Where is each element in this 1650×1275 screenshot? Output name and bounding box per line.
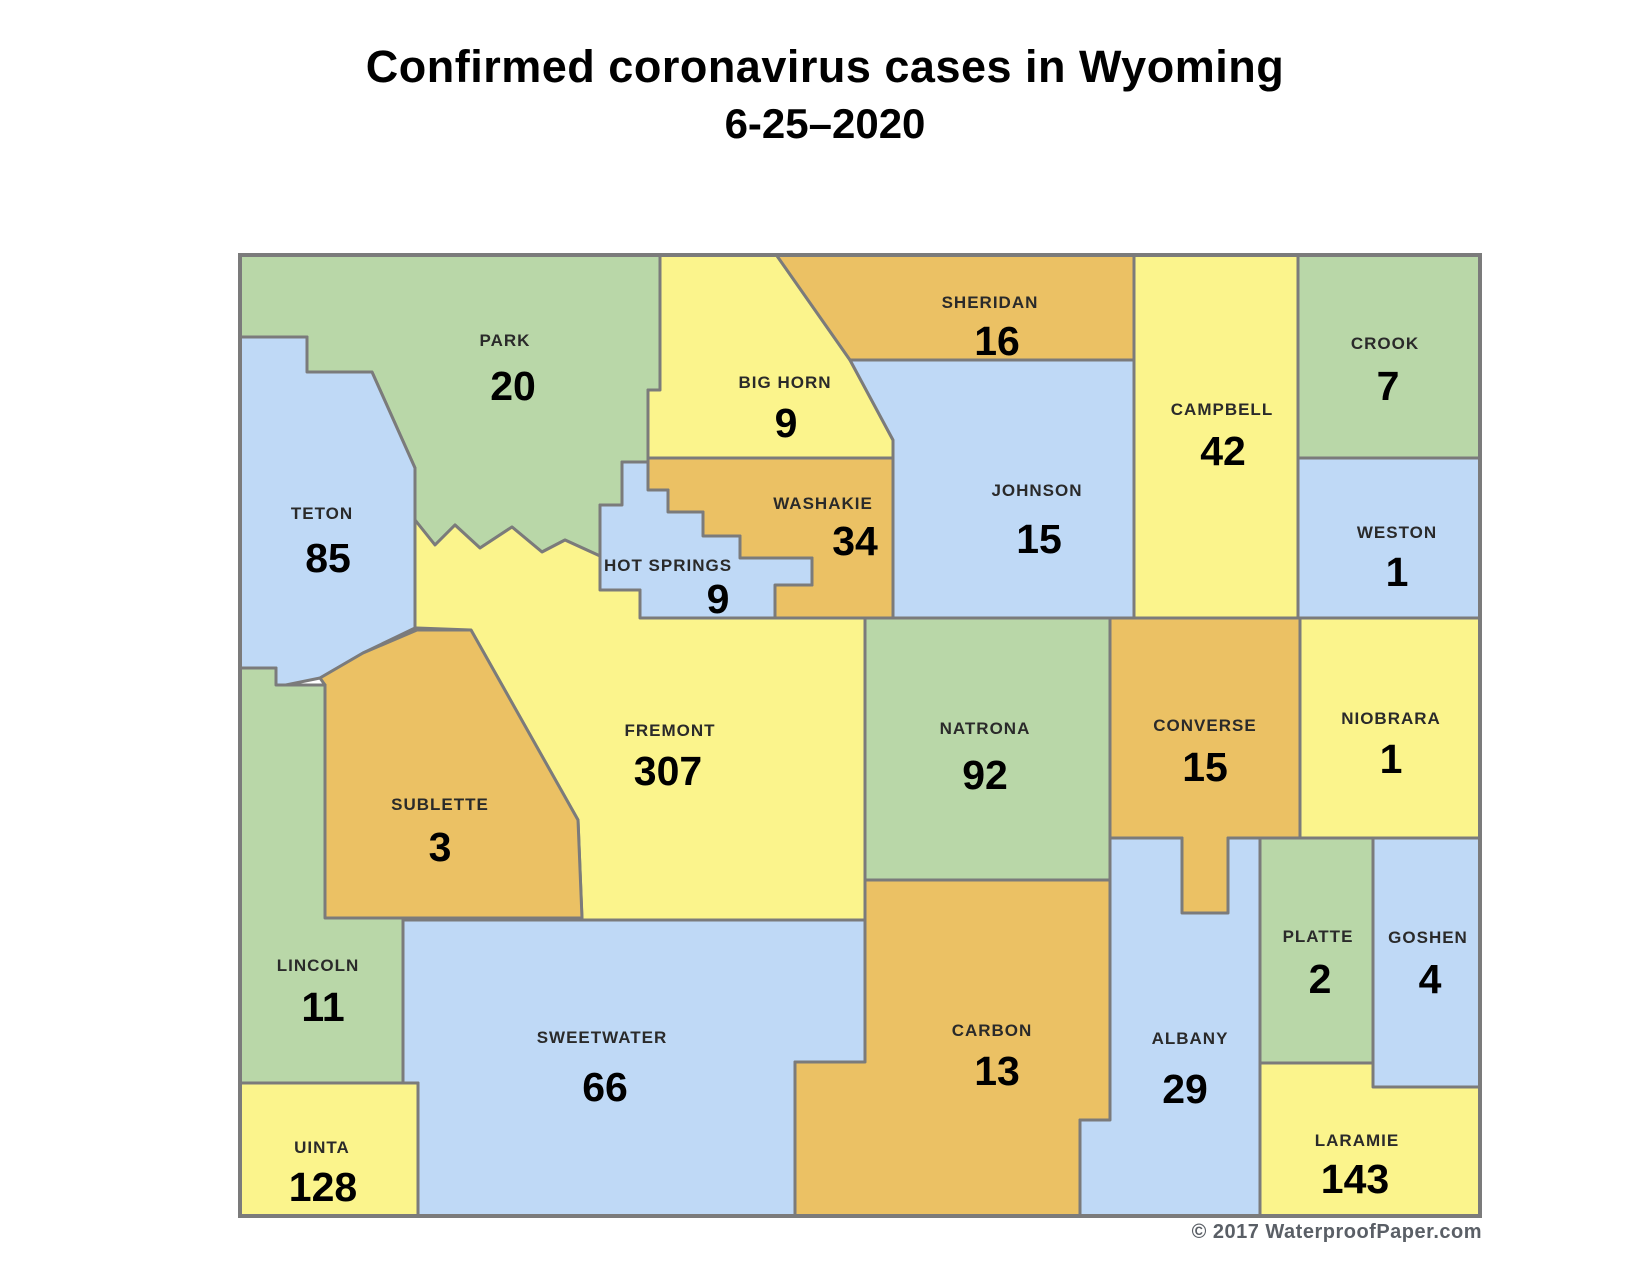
county-platte-value: 2 bbox=[1309, 956, 1332, 1002]
county-hotsprings-value: 9 bbox=[707, 576, 730, 622]
county-uinta-label: UINTA bbox=[294, 1138, 350, 1157]
county-johnson-label: JOHNSON bbox=[991, 481, 1082, 500]
county-goshen-value: 4 bbox=[1419, 956, 1442, 1002]
county-natrona-label: NATRONA bbox=[940, 719, 1031, 738]
county-lincoln-value: 11 bbox=[301, 984, 344, 1030]
county-laramie-label: LARAMIE bbox=[1315, 1131, 1399, 1150]
county-converse-label: CONVERSE bbox=[1153, 716, 1256, 735]
county-platte-label: PLATTE bbox=[1283, 927, 1354, 946]
county-park-value: 20 bbox=[490, 363, 536, 409]
county-campbell-value: 42 bbox=[1200, 428, 1246, 474]
county-uinta-value: 128 bbox=[289, 1164, 357, 1210]
county-natrona-shape bbox=[863, 616, 1112, 882]
county-bighorn-value: 9 bbox=[775, 400, 798, 446]
county-weston-label: WESTON bbox=[1357, 523, 1437, 542]
county-niobrara-shape bbox=[1298, 616, 1484, 840]
county-lincoln-label: LINCOLN bbox=[277, 956, 360, 975]
county-goshen-label: GOSHEN bbox=[1388, 928, 1468, 947]
county-platte-shape bbox=[1258, 836, 1375, 1065]
county-converse-value: 15 bbox=[1182, 744, 1228, 790]
county-weston-value: 1 bbox=[1386, 549, 1409, 595]
county-niobrara-value: 1 bbox=[1380, 736, 1403, 782]
county-albany-label: ALBANY bbox=[1152, 1029, 1229, 1048]
county-fremont-label: FREMONT bbox=[624, 721, 715, 740]
title-line-1: Confirmed coronavirus cases in Wyoming bbox=[365, 41, 1285, 92]
county-laramie-value: 143 bbox=[1321, 1156, 1389, 1202]
copyright-notice: © 2017 WaterproofPaper.com bbox=[1191, 1221, 1482, 1243]
county-washakie-label: WASHAKIE bbox=[773, 494, 873, 513]
page-title: Confirmed coronavirus cases in Wyoming 6… bbox=[0, 38, 1650, 151]
county-carbon-value: 13 bbox=[974, 1048, 1020, 1094]
map-svg: PARK 20 TETON 85 BIG HORN 9 SHERIDAN 16 … bbox=[236, 251, 1484, 1220]
county-campbell-label: CAMPBELL bbox=[1171, 400, 1273, 419]
county-carbon-label: CARBON bbox=[952, 1021, 1033, 1040]
county-park-label: PARK bbox=[480, 331, 531, 350]
county-crook-label: CROOK bbox=[1351, 334, 1419, 353]
county-sweetwater-value: 66 bbox=[582, 1064, 628, 1110]
county-sublette-label: SUBLETTE bbox=[391, 795, 489, 814]
county-crook-shape bbox=[1296, 251, 1484, 460]
county-hotsprings-label: HOT SPRINGS bbox=[604, 556, 732, 575]
map-border bbox=[238, 253, 1482, 1218]
county-fremont-value: 307 bbox=[634, 748, 702, 794]
county-sublette-value: 3 bbox=[429, 824, 452, 870]
county-sheridan-label: SHERIDAN bbox=[942, 293, 1039, 312]
county-sweetwater-label: SWEETWATER bbox=[537, 1028, 668, 1047]
county-albany-value: 29 bbox=[1162, 1066, 1208, 1112]
county-sheridan-value: 16 bbox=[974, 318, 1020, 364]
title-line-2: 6-25–2020 bbox=[724, 99, 926, 147]
county-crook-value: 7 bbox=[1377, 363, 1400, 409]
county-teton-label: TETON bbox=[291, 504, 353, 523]
county-niobrara-label: NIOBRARA bbox=[1341, 709, 1441, 728]
county-teton-value: 85 bbox=[305, 535, 351, 581]
wyoming-county-map: PARK 20 TETON 85 BIG HORN 9 SHERIDAN 16 … bbox=[236, 251, 1484, 1220]
county-bighorn-label: BIG HORN bbox=[739, 373, 832, 392]
county-natrona-value: 92 bbox=[962, 752, 1008, 798]
county-washakie-value: 34 bbox=[832, 518, 878, 564]
county-johnson-value: 15 bbox=[1016, 516, 1062, 562]
